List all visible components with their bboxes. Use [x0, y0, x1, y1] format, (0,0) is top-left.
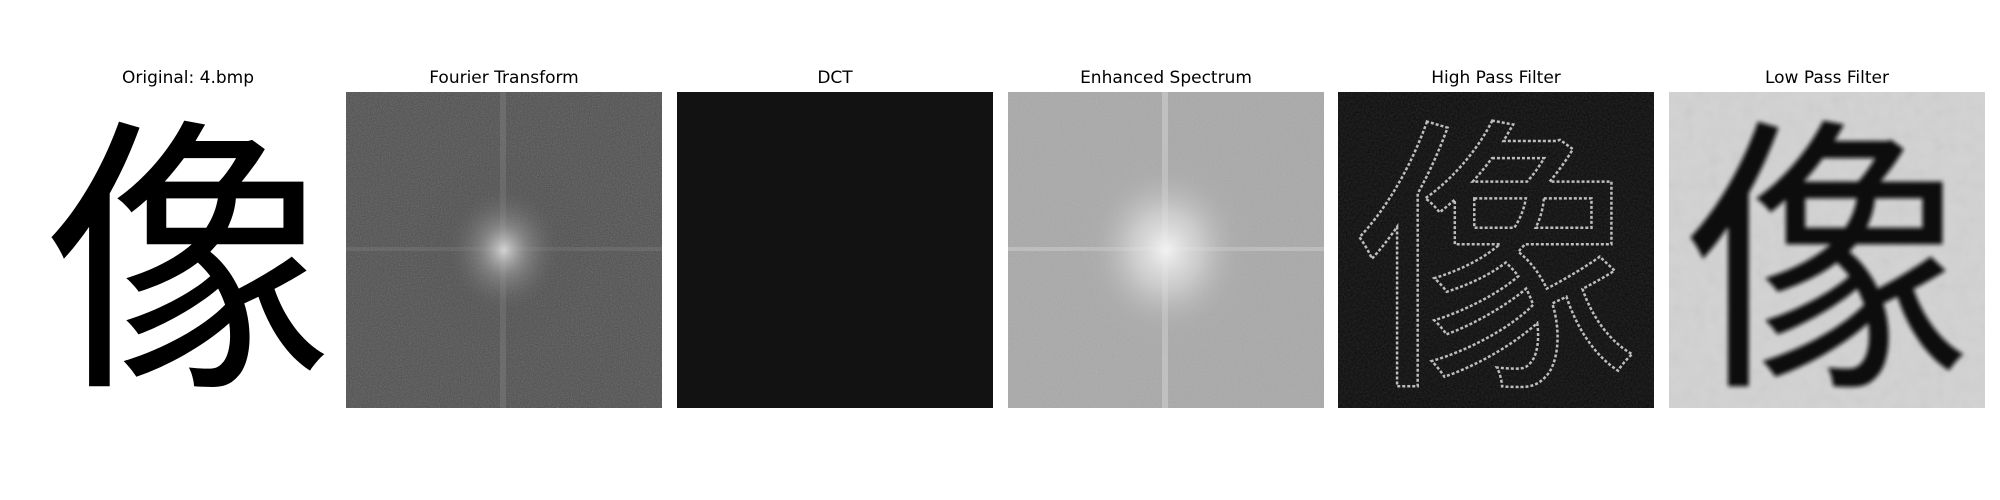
original-glyph: 像: [43, 96, 333, 408]
high-pass-image: 像: [1338, 92, 1654, 408]
panel-dct: DCT: [677, 0, 993, 500]
highpass-glyph: 像: [1351, 96, 1641, 408]
original-image: 像: [30, 92, 346, 408]
panel-title-original: Original: 4.bmp: [121, 68, 254, 88]
panel-fourier: Fourier Transform: [346, 0, 662, 500]
panel-title-dct: DCT: [817, 68, 853, 88]
panel-title-lowpass: Low Pass Filter: [1764, 68, 1889, 88]
panel-lowpass: Low Pass Filter 像: [1669, 0, 1985, 500]
panel-enhanced: Enhanced Spectrum: [1008, 0, 1324, 500]
enhanced-spectrum-image: [1008, 92, 1324, 408]
panel-title-fourier: Fourier Transform: [429, 68, 579, 88]
panel-title-highpass: High Pass Filter: [1431, 68, 1561, 88]
panel-original: Original: 4.bmp 像: [30, 0, 346, 500]
panel-highpass: High Pass Filter 像: [1338, 0, 1654, 500]
panel-title-enhanced: Enhanced Spectrum: [1080, 68, 1252, 88]
low-pass-image: 像: [1669, 92, 1985, 408]
fourier-spectrum-image: [346, 92, 662, 408]
lowpass-glyph: 像: [1682, 96, 1972, 408]
dct-image: [677, 92, 993, 408]
